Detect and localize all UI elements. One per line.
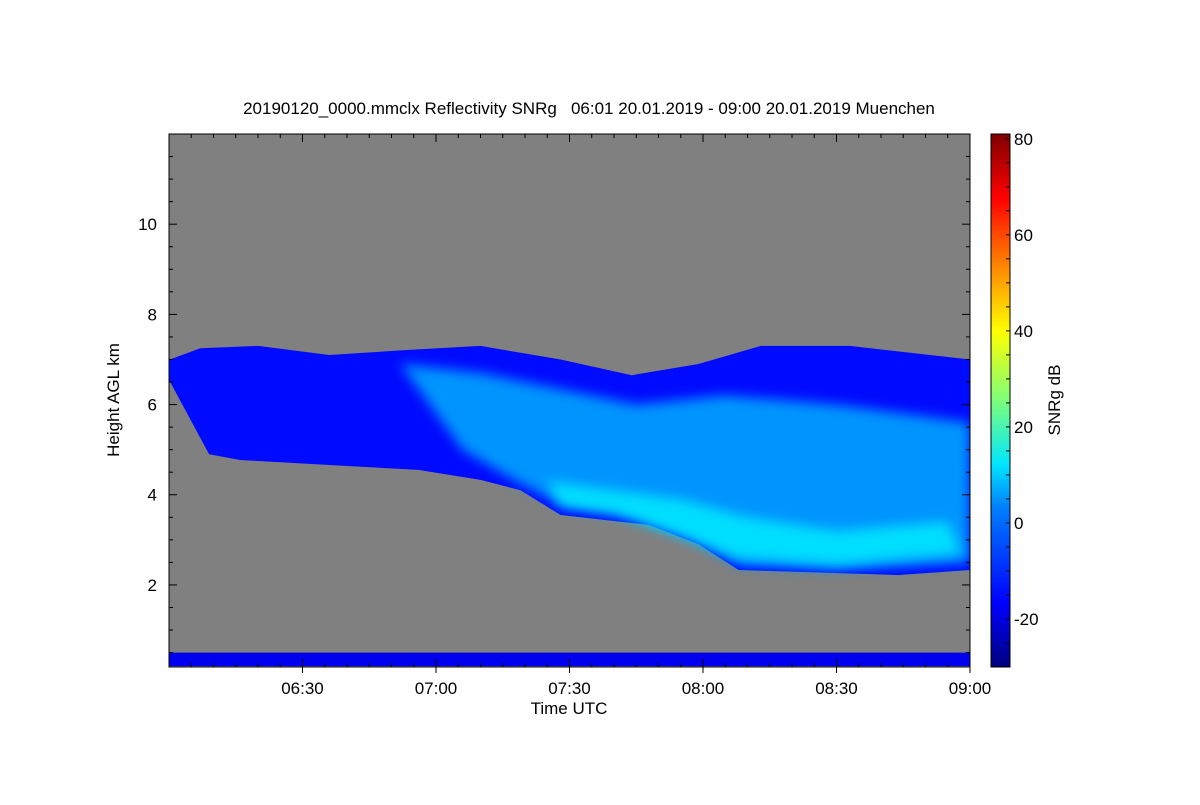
x-tick-label: 07:00 bbox=[415, 679, 458, 698]
y-tick-label: 6 bbox=[148, 396, 157, 415]
y-tick-label: 2 bbox=[148, 576, 157, 595]
colorbar-tick-label: 20 bbox=[1014, 418, 1033, 437]
x-tick-label: 09:00 bbox=[949, 679, 992, 698]
echo-region-fallstreak-core bbox=[400, 364, 970, 570]
colorbar bbox=[990, 133, 1011, 668]
echo-region-intense-core bbox=[547, 481, 962, 565]
x-tick-label: 08:00 bbox=[682, 679, 725, 698]
colorbar-tick-label: -20 bbox=[1014, 610, 1039, 629]
colorbar-tick-label: 0 bbox=[1014, 514, 1023, 533]
colorbar-tick-label: 80 bbox=[1014, 130, 1033, 149]
chart-title: 20190120_0000.mmclx Reflectivity SNRg 06… bbox=[243, 99, 935, 118]
colorbar-tick-label: 60 bbox=[1014, 226, 1033, 245]
x-tick-label: 08:30 bbox=[815, 679, 858, 698]
y-tick-label: 8 bbox=[148, 305, 157, 324]
x-axis-label: Time UTC bbox=[531, 699, 608, 718]
y-tick-label: 4 bbox=[148, 486, 157, 505]
colorbar-label: SNRg dB bbox=[1045, 365, 1064, 436]
x-tick-label: 06:30 bbox=[281, 679, 324, 698]
x-tick-label: 07:30 bbox=[548, 679, 591, 698]
y-tick-label: 10 bbox=[138, 215, 157, 234]
y-axis-label: Height AGL km bbox=[104, 343, 123, 457]
colorbar-tick-label: 40 bbox=[1014, 322, 1033, 341]
